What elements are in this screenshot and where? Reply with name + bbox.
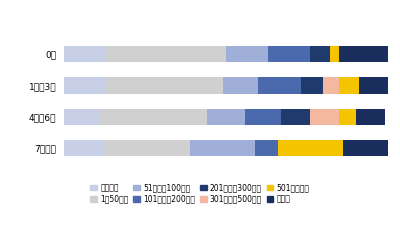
Bar — [64, 46, 106, 62]
Bar — [343, 140, 388, 156]
Bar — [340, 77, 359, 94]
Bar — [64, 140, 103, 156]
Bar — [255, 140, 278, 156]
Bar — [100, 109, 206, 125]
Text: 【Q3】20代男性の交際経験人数と貯金額: 【Q3】20代男性の交際経験人数と貯金額 — [136, 9, 264, 19]
Bar — [226, 46, 268, 62]
Bar — [268, 46, 310, 62]
Bar — [356, 109, 385, 125]
Bar — [340, 46, 388, 62]
Bar — [106, 77, 223, 94]
Bar — [206, 109, 246, 125]
Bar — [300, 77, 323, 94]
Bar — [281, 109, 310, 125]
Bar — [330, 46, 340, 62]
Bar — [64, 77, 106, 94]
Legend: 貯金なし, 1～50万円, 51万円～100万円, 101万円～200万円, 201万円～300万円, 301万円～500万円, 501万円以上, 無回答: 貯金なし, 1～50万円, 51万円～100万円, 101万円～200万円, 2… — [90, 183, 310, 204]
Bar — [190, 140, 255, 156]
Bar — [278, 140, 343, 156]
Bar — [323, 77, 340, 94]
Bar — [106, 46, 226, 62]
Bar — [64, 109, 100, 125]
Bar — [258, 77, 300, 94]
Bar — [103, 140, 190, 156]
Bar — [223, 77, 258, 94]
Bar — [310, 109, 340, 125]
Bar — [340, 109, 356, 125]
Bar — [310, 46, 330, 62]
Bar — [246, 109, 281, 125]
Bar — [359, 77, 391, 94]
